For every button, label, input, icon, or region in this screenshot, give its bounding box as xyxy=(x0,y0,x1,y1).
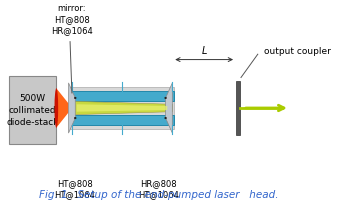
Text: HT@808
HT@1064: HT@808 HT@1064 xyxy=(54,178,95,198)
Ellipse shape xyxy=(164,97,167,100)
Bar xyxy=(70,115,174,125)
Ellipse shape xyxy=(54,89,58,128)
Polygon shape xyxy=(166,83,172,133)
Text: HR@808
HT@1064: HR@808 HT@1064 xyxy=(138,178,179,198)
Ellipse shape xyxy=(74,97,76,100)
Text: 500W
collimated
diode-stack: 500W collimated diode-stack xyxy=(6,94,59,126)
Text: L: L xyxy=(201,46,207,56)
Bar xyxy=(70,88,174,129)
Text: Fig. 1.  Setup of the end-pumped laser   head.: Fig. 1. Setup of the end-pumped laser he… xyxy=(39,190,278,200)
Bar xyxy=(236,82,240,135)
Ellipse shape xyxy=(74,117,76,120)
Polygon shape xyxy=(69,83,75,133)
Text: output coupler: output coupler xyxy=(264,47,331,56)
Text: mirror:
HT@808
HR@1064: mirror: HT@808 HR@1064 xyxy=(51,4,92,35)
Polygon shape xyxy=(76,105,167,112)
Polygon shape xyxy=(56,89,69,128)
Polygon shape xyxy=(72,102,172,115)
FancyBboxPatch shape xyxy=(9,76,56,144)
Bar xyxy=(70,92,174,102)
Ellipse shape xyxy=(164,117,167,120)
